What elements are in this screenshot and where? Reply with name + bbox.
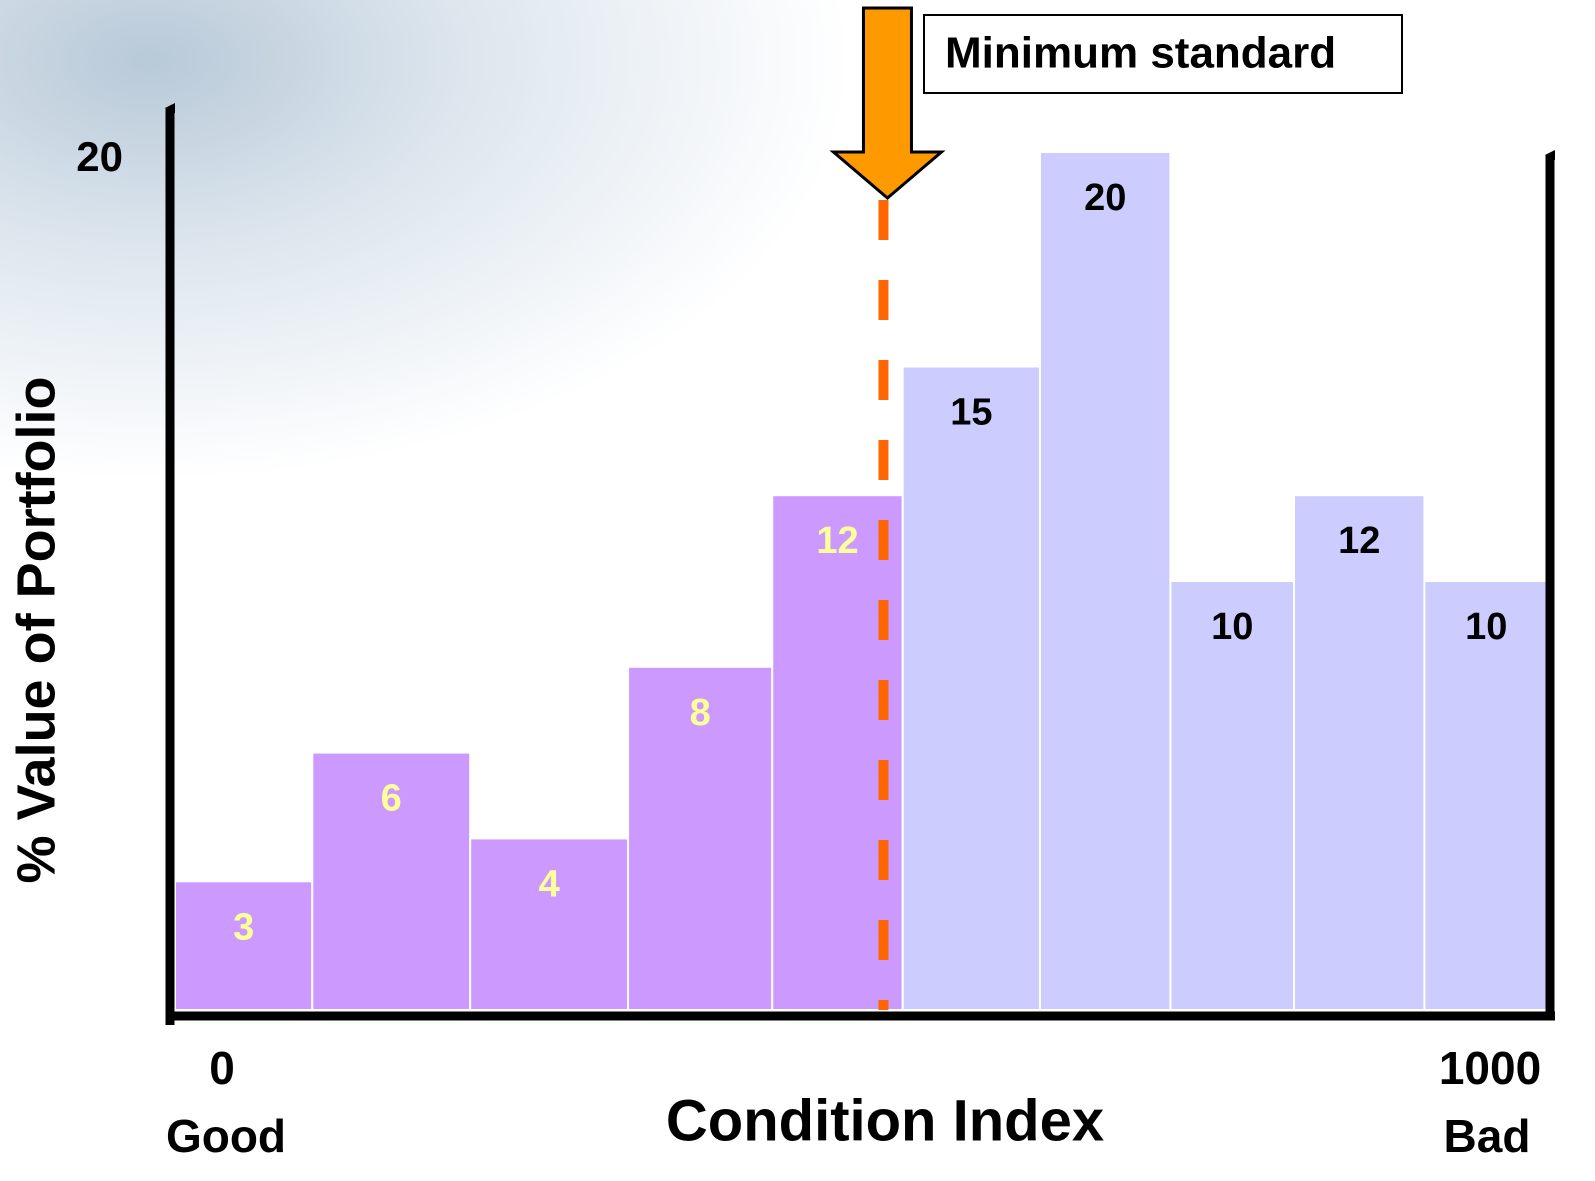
value-label: 8 bbox=[690, 692, 711, 734]
x-start-label: Good bbox=[166, 1110, 286, 1162]
value-label: 3 bbox=[233, 906, 254, 948]
bar bbox=[1294, 495, 1424, 1010]
value-label: 12 bbox=[816, 520, 858, 562]
value-label: 10 bbox=[1211, 606, 1253, 648]
y-tick-label: 20 bbox=[76, 133, 123, 180]
x-axis-label: Condition Index bbox=[666, 1088, 1104, 1153]
value-label: 12 bbox=[1338, 520, 1380, 562]
x-tick-label: 0 bbox=[209, 1042, 235, 1094]
chart: % Value of Portfolio Condition Index 3 6 4… bbox=[0, 0, 1595, 1181]
value-label: 15 bbox=[950, 392, 992, 434]
value-label: 4 bbox=[539, 863, 560, 905]
y-axis-label: % Value of Portfolio bbox=[6, 376, 66, 883]
bar bbox=[1040, 152, 1170, 1010]
page: % Value of Portfolio Condition Index 3 6 4… bbox=[0, 0, 1595, 1181]
value-label: 20 bbox=[1084, 177, 1126, 219]
annotation: Minimum standard bbox=[945, 29, 1336, 78]
bar bbox=[903, 367, 1040, 1011]
x-tick-label: 1000 bbox=[1439, 1042, 1541, 1094]
value-label: 10 bbox=[1465, 606, 1507, 648]
value-label: 6 bbox=[381, 778, 402, 820]
x-end-label: Bad bbox=[1444, 1110, 1531, 1162]
